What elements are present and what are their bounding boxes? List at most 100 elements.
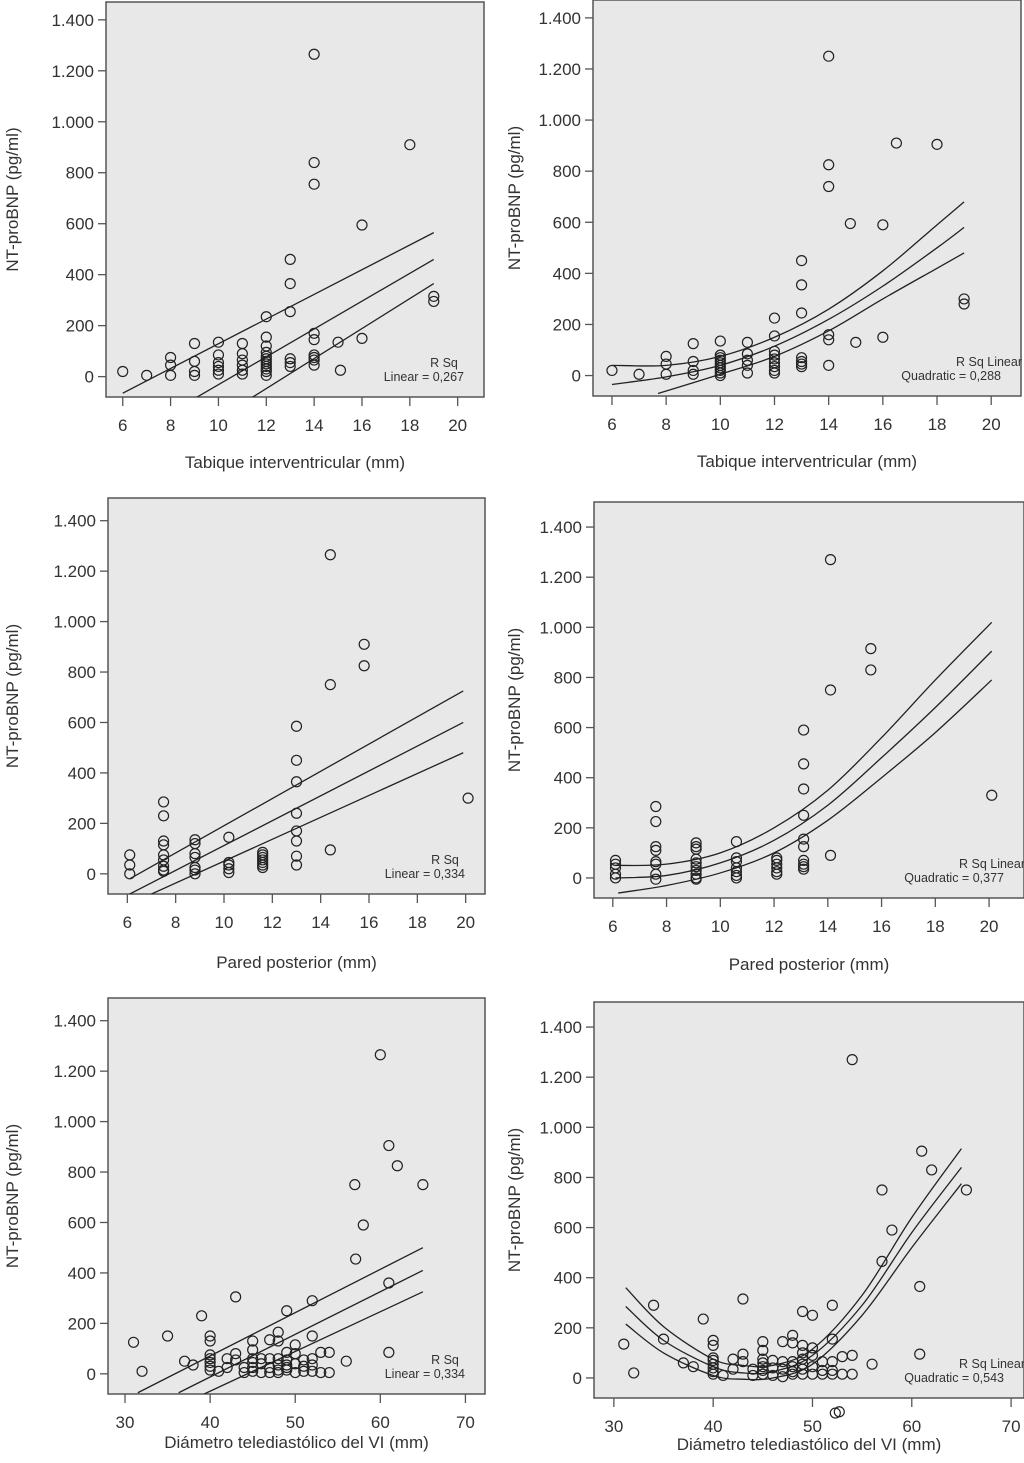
data-point — [247, 1335, 259, 1347]
data-point — [914, 1280, 926, 1293]
data-point — [877, 219, 889, 231]
y-tick-label: 0 — [573, 869, 582, 888]
data-point — [798, 809, 810, 821]
data-point — [730, 836, 743, 848]
y-tick-label: 200 — [554, 819, 582, 838]
data-point — [677, 1357, 689, 1369]
plot-content — [122, 232, 435, 397]
data-point — [356, 332, 368, 344]
data-point — [650, 800, 662, 813]
data-point — [247, 1353, 259, 1365]
data-point — [308, 359, 320, 371]
data-point — [272, 1353, 284, 1365]
data-point — [212, 349, 225, 361]
chart-panel-middle-left: 0 200 400 600 800 1.000 1.200 1.400 6 8 10 12 14 16 18… — [3, 497, 486, 972]
data-point — [164, 369, 177, 381]
data-point — [806, 1309, 819, 1321]
data-point — [886, 1224, 898, 1236]
data-point — [358, 638, 370, 650]
data-point — [741, 359, 754, 371]
fit-line — [611, 226, 965, 386]
y-tick-label: 800 — [66, 164, 94, 183]
x-tick-label: 18 — [408, 913, 427, 932]
data-point — [687, 364, 699, 377]
data-point — [687, 355, 699, 368]
y-tick-label: 400 — [68, 764, 96, 783]
data-point — [260, 331, 272, 343]
x-tick-label: 60 — [902, 1417, 921, 1436]
y-tick-label: 1.200 — [53, 562, 96, 581]
data-point — [690, 868, 702, 880]
data-point — [877, 331, 889, 343]
data-point — [771, 862, 783, 874]
data-point — [771, 854, 783, 867]
data-point — [308, 354, 320, 366]
data-point — [876, 1184, 888, 1196]
y-tick-label: 0 — [85, 368, 94, 387]
data-point — [255, 1353, 267, 1365]
data-point — [221, 1353, 233, 1365]
data-point — [876, 1255, 888, 1268]
data-point — [741, 367, 754, 379]
data-point — [324, 549, 336, 561]
y-tick-label: 600 — [68, 1213, 96, 1232]
data-point — [798, 854, 810, 867]
data-point — [124, 859, 136, 871]
data-point — [308, 334, 320, 346]
fit-lower-ci-line — [251, 283, 435, 397]
x-axis-title: Tabique interventricular (mm) — [185, 453, 405, 472]
data-point — [212, 336, 225, 348]
data-point — [850, 336, 862, 348]
data-point — [727, 1363, 739, 1375]
data-point — [741, 348, 754, 360]
data-point — [164, 351, 177, 364]
data-point — [196, 1310, 208, 1322]
x-tick-label: 6 — [608, 917, 617, 936]
data-point — [741, 336, 754, 348]
data-point — [260, 365, 272, 378]
r-squared-value: Linear = 0,267 — [384, 370, 464, 384]
x-tick-label: 10 — [215, 913, 234, 932]
data-point — [188, 369, 201, 381]
data-point — [324, 844, 336, 856]
x-tick-label: 16 — [873, 415, 892, 434]
data-point — [609, 868, 622, 880]
data-point — [844, 217, 856, 230]
data-point — [768, 345, 781, 357]
data-point — [308, 327, 320, 339]
data-point — [823, 359, 835, 371]
y-tick-label: 800 — [68, 663, 96, 682]
data-point — [161, 1330, 174, 1342]
y-tick-label: 400 — [553, 264, 581, 283]
y-tick-label: 1.400 — [51, 11, 94, 30]
data-point — [257, 854, 269, 866]
data-point — [958, 293, 970, 305]
x-tick-label: 8 — [661, 415, 670, 434]
data-point — [737, 1293, 749, 1305]
fit-upper-ci-line — [611, 201, 965, 367]
plot-area — [105, 1, 485, 398]
x-tick-label: 60 — [371, 1413, 390, 1432]
fit-upper-ci-line — [137, 1247, 424, 1394]
fit-lower-ci-line — [151, 752, 464, 894]
data-point — [737, 1356, 749, 1368]
data-point — [417, 1179, 429, 1191]
r-squared-label: R Sq Linear — [956, 355, 1022, 369]
data-point — [795, 355, 808, 368]
data-point — [846, 1054, 858, 1066]
y-tick-label: 1.000 — [538, 111, 581, 130]
y-tick-label: 800 — [68, 1163, 96, 1182]
data-point — [768, 349, 781, 361]
x-axis-title: Pared posterior (mm) — [729, 955, 890, 974]
data-point — [609, 872, 622, 884]
data-point — [768, 361, 781, 373]
data-point — [931, 138, 943, 150]
data-point — [714, 367, 726, 379]
x-axis-title: Tabique interventricular (mm) — [697, 452, 917, 471]
data-point — [650, 868, 662, 880]
data-point — [204, 1356, 216, 1369]
x-tick-label: 50 — [286, 1413, 305, 1432]
data-point — [737, 1348, 749, 1360]
data-point — [768, 312, 781, 324]
data-point — [290, 754, 303, 766]
